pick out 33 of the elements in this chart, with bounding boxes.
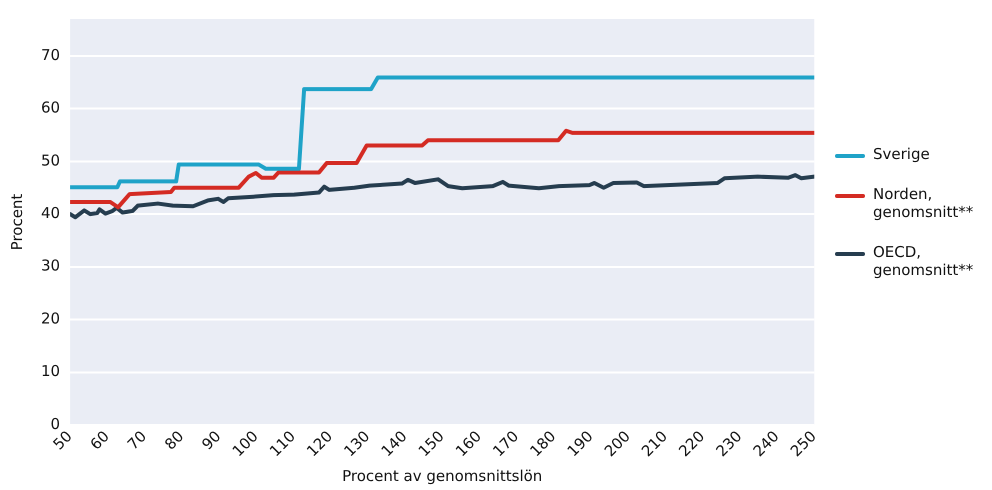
x-tick-label: 150	[414, 427, 448, 460]
x-tick-label: 230	[712, 427, 746, 460]
x-tick-label: 160	[452, 427, 485, 460]
x-tick-label: 110	[266, 427, 299, 460]
x-axis-title: Procent av genomsnittslön	[342, 466, 542, 485]
y-tick-label: 70	[40, 46, 60, 64]
y-tick-label: 30	[40, 256, 60, 275]
x-tick-label: 210	[638, 427, 672, 460]
legend-label: Sverige	[873, 145, 930, 163]
y-tick-label: 50	[40, 151, 60, 170]
x-tick-label: 90	[198, 427, 225, 454]
x-tick-label: 130	[340, 427, 374, 460]
y-tick-label: 40	[40, 204, 60, 222]
y-tick-label: 0	[50, 414, 60, 433]
y-tick-label: 60	[40, 98, 60, 117]
x-tick-label: 240	[750, 427, 783, 460]
x-tick-label: 60	[86, 427, 113, 454]
y-tick-label: 10	[40, 362, 60, 380]
x-tick-label: 80	[161, 427, 188, 454]
legend-label: OECD, genomsnitt**	[873, 243, 974, 279]
x-tick-label: 170	[489, 427, 522, 460]
x-tick-label: 220	[675, 427, 708, 460]
x-tick-label: 250	[786, 427, 820, 460]
x-tick-label: 200	[600, 427, 634, 460]
y-tick-label: 20	[40, 309, 60, 328]
x-tick-label: 190	[564, 427, 597, 460]
x-tick-label: 70	[124, 427, 150, 454]
x-tick-label: 100	[228, 427, 262, 460]
x-tick-label: 120	[303, 427, 336, 460]
x-tick-label: 140	[378, 427, 411, 460]
x-tick-label: 180	[526, 427, 560, 460]
legend-label: Norden, genomsnitt**	[873, 185, 974, 221]
y-axis-title: Procent	[8, 194, 26, 250]
